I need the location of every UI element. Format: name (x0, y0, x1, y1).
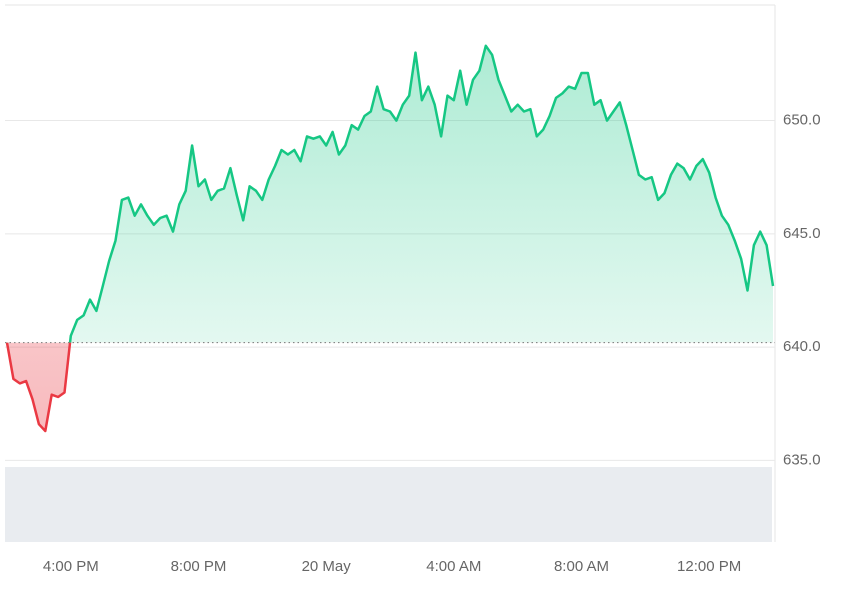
y-tick-label: 640.0 (783, 338, 821, 355)
area-up (7, 45, 773, 343)
price-line-up (6, 44, 775, 343)
x-tick-label: 12:00 PM (677, 558, 741, 575)
x-tick-label: 4:00 AM (426, 558, 481, 575)
y-tick-label: 645.0 (783, 225, 821, 242)
volume-band (5, 467, 772, 542)
y-tick-label: 650.0 (783, 112, 821, 129)
x-tick-label: 8:00 PM (171, 558, 227, 575)
x-tick-label: 4:00 PM (43, 558, 99, 575)
y-tick-label: 635.0 (783, 451, 821, 468)
x-tick-label: 8:00 AM (554, 558, 609, 575)
x-tick-label: 20 May (302, 558, 352, 575)
